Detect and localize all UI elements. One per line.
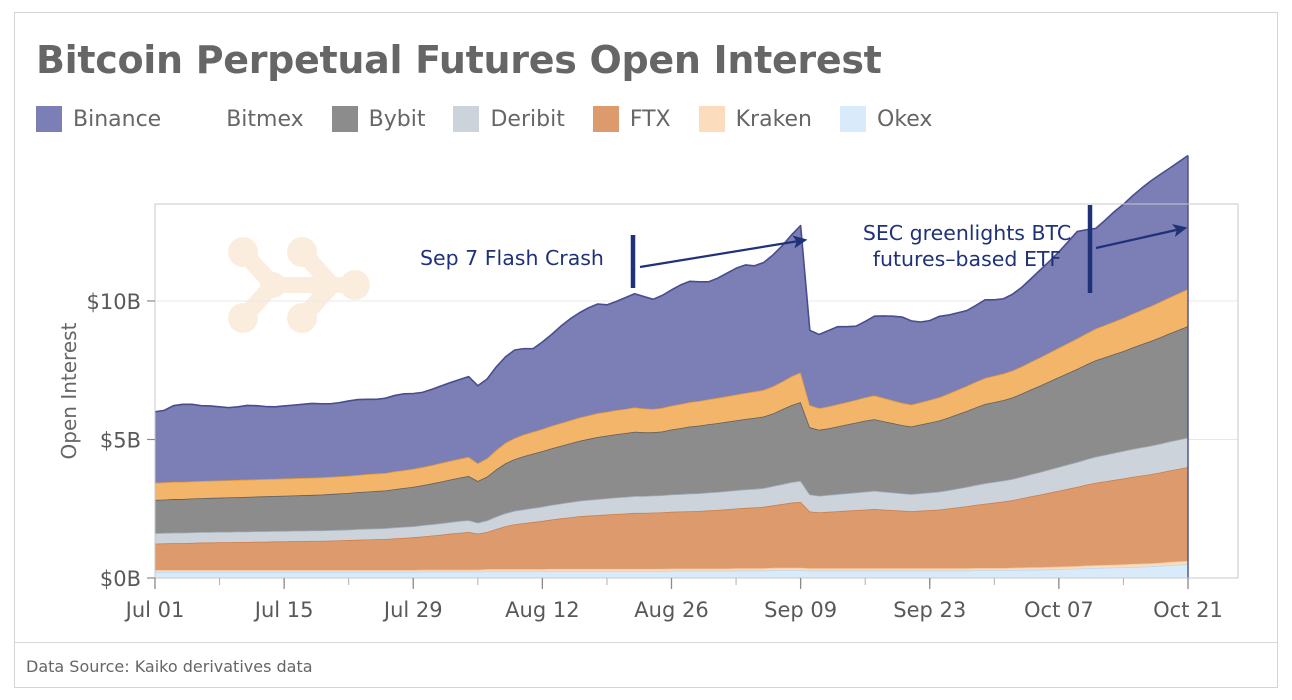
footer-divider bbox=[15, 642, 1277, 643]
legend-item-bitmex[interactable]: Bitmex bbox=[189, 106, 303, 132]
legend-swatch-bybit bbox=[331, 106, 358, 132]
legend-item-binance[interactable]: Binance bbox=[36, 106, 161, 132]
chart-legend: Binance Bitmex Bybit Deribit FTX Kraken Okex bbox=[36, 102, 960, 136]
legend-item-kraken[interactable]: Kraken bbox=[698, 106, 812, 132]
legend-swatch-deribit bbox=[453, 106, 480, 132]
legend-item-bybit[interactable]: Bybit bbox=[331, 106, 426, 132]
legend-item-ftx[interactable]: FTX bbox=[592, 106, 671, 132]
legend-label-okex: Okex bbox=[877, 106, 933, 132]
legend-item-okex[interactable]: Okex bbox=[840, 106, 932, 132]
legend-swatch-kraken bbox=[698, 106, 725, 132]
legend-label-bitmex: Bitmex bbox=[226, 106, 304, 132]
legend-label-deribit: Deribit bbox=[490, 106, 565, 132]
data-source-note: Data Source: Kaiko derivatives data bbox=[26, 657, 313, 676]
page-title: Bitcoin Perpetual Futures Open Interest bbox=[36, 38, 882, 82]
legend-swatch-bitmex bbox=[189, 106, 215, 132]
legend-label-ftx: FTX bbox=[629, 106, 671, 132]
legend-label-bybit: Bybit bbox=[368, 106, 426, 132]
legend-swatch-binance bbox=[36, 106, 62, 132]
legend-swatch-okex bbox=[840, 106, 866, 132]
legend-item-deribit[interactable]: Deribit bbox=[453, 106, 565, 132]
legend-label-binance: Binance bbox=[73, 106, 162, 132]
legend-label-kraken: Kraken bbox=[735, 106, 812, 132]
legend-swatch-ftx bbox=[592, 106, 619, 132]
